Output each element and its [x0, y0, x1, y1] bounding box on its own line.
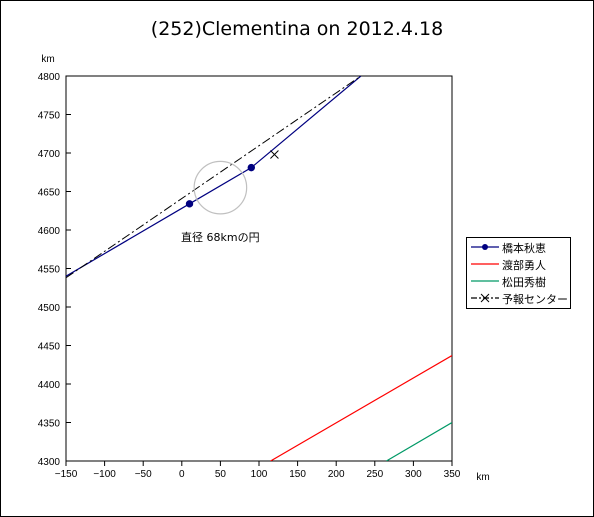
- y-tick-label: 4650: [38, 188, 61, 199]
- legend-item: 松田秀樹: [469, 273, 569, 289]
- chart-title: (252)Clementina on 2012.4.18: [150, 18, 444, 40]
- x-tick-label: 50: [215, 469, 227, 480]
- series-line-0: [66, 76, 362, 277]
- y-tick-label: 4700: [38, 149, 61, 160]
- series-marker-x: [270, 150, 279, 159]
- x-tick-label: 300: [405, 469, 422, 480]
- x-tick-label: −50: [135, 469, 152, 480]
- legend-swatch-dot: [482, 244, 488, 250]
- x-tick-label: 350: [444, 469, 461, 480]
- y-tick-label: 4750: [38, 111, 61, 122]
- size-circle: [193, 160, 248, 215]
- legend: 橋本秋恵渡部勇人松田秀樹予報センター: [466, 237, 571, 309]
- legend-label: 橋本秋恵: [502, 242, 546, 255]
- x-tick-label: −100: [93, 469, 116, 480]
- series-line-3: [66, 76, 362, 279]
- legend-item: 橋本秋恵: [469, 239, 569, 255]
- y-tick-label: 4400: [38, 380, 61, 391]
- y-tick-label: 4500: [38, 303, 61, 314]
- y-axis-label: km: [41, 54, 54, 65]
- legend-swatch-x: [480, 293, 490, 303]
- y-tick-label: 4800: [38, 72, 61, 83]
- legend-swatch: [471, 244, 499, 250]
- legend-label: 松田秀樹: [502, 276, 546, 289]
- x-tick-label: 100: [251, 469, 268, 480]
- legend-label: 予報センター: [502, 293, 568, 306]
- x-tick-label: 250: [366, 469, 383, 480]
- x-axis-label: km: [476, 472, 489, 483]
- circle-annotation-label: 直径 68kmの円: [181, 230, 260, 244]
- series-marker-dot: [185, 200, 194, 208]
- y-tick-label: 4300: [38, 457, 61, 468]
- legend-label: 渡部勇人: [502, 259, 546, 272]
- y-tick-label: 4450: [38, 342, 61, 353]
- x-tick-label: 200: [328, 469, 345, 480]
- x-tick-label: −150: [55, 469, 78, 480]
- series-marker-dot: [247, 163, 255, 172]
- series-line-1: [270, 354, 452, 461]
- y-tick-label: 4350: [38, 419, 61, 430]
- y-tick-label: 4600: [38, 226, 61, 237]
- plot-area: [65, 75, 453, 462]
- y-tick-label: 4550: [38, 265, 61, 276]
- legend-swatch: [471, 293, 499, 303]
- x-tick-label: 0: [179, 469, 185, 480]
- series-line-2: [386, 421, 452, 461]
- x-tick-label: 150: [289, 469, 306, 480]
- legend-swatch: [471, 280, 499, 282]
- legend-item: 予報センター: [469, 290, 569, 306]
- legend-item: 渡部勇人: [469, 256, 569, 272]
- legend-swatch: [471, 263, 499, 265]
